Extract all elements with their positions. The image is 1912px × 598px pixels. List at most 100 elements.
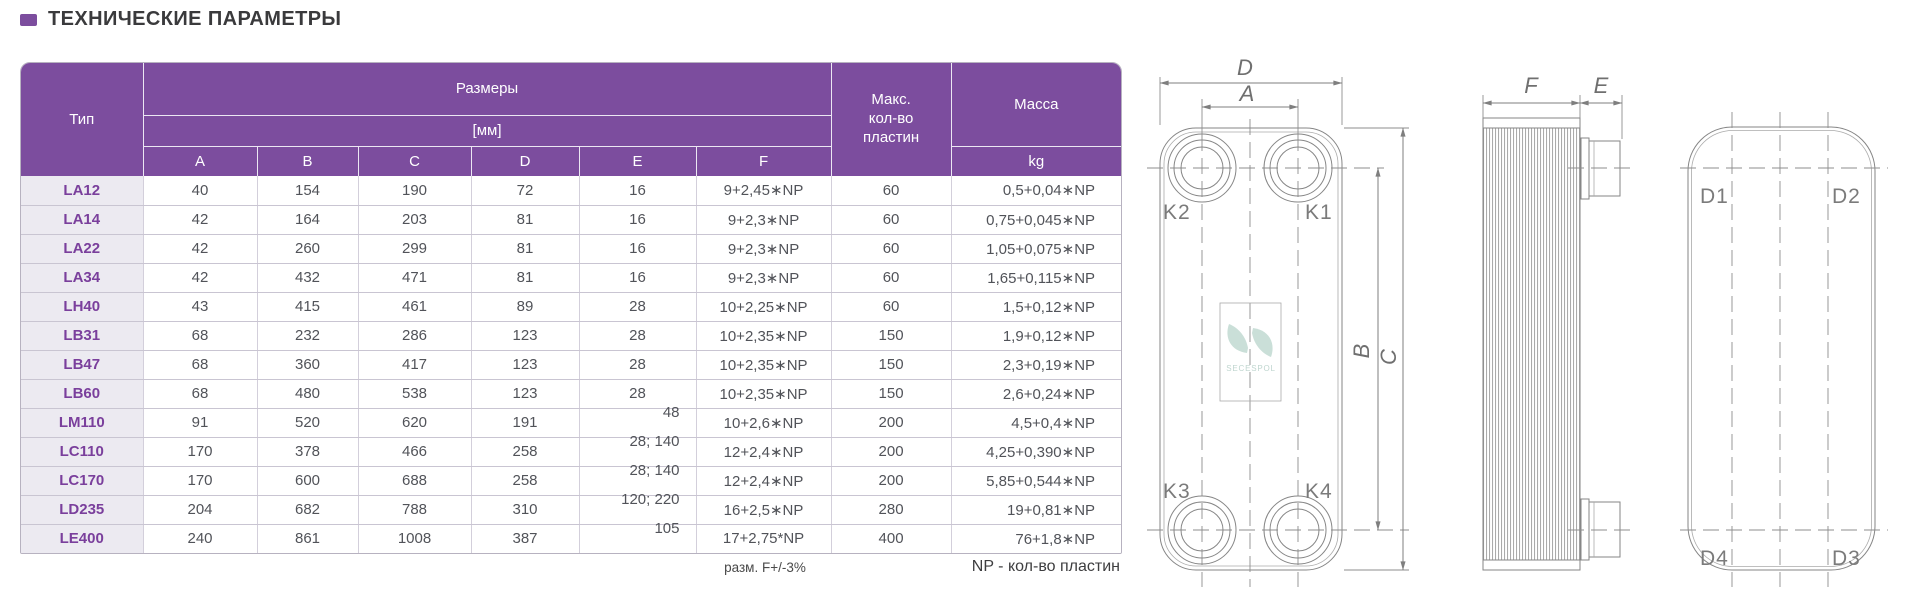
header-dimensions: Размеры (143, 63, 832, 116)
port-label-k1: K1 (1305, 201, 1333, 224)
table-row: LH40 43 415 461 89 28 10+2,25∗NP 60 1,5+0,12∗NP (21, 292, 1121, 322)
value-cell: 387 (471, 524, 580, 553)
value-cell: 19+0,81∗NP (951, 495, 1121, 525)
value-cell: 10+2,25∗NP (696, 292, 832, 322)
type-cell: LD235 (21, 495, 144, 525)
parameters-table-wrap: Тип Размеры Макс. кол-во пластин Масса [… (20, 62, 1122, 554)
value-cell: 72 (471, 176, 580, 206)
value-cell: 81 (471, 234, 580, 264)
exchanger-body-inner-outline (1163, 131, 1339, 567)
table-row: LD235 204 682 788 310 120; 220 16+2,5∗NP 280 19+… (21, 491, 1121, 525)
value-cell: 471 (358, 263, 472, 293)
value-cell: 17+2,75*NP (696, 524, 832, 553)
value-cell: 150 (831, 379, 952, 409)
value-cell: 28 (579, 321, 697, 351)
value-cell: 310 (471, 495, 580, 525)
rear-body-inner-outline (1691, 130, 1872, 567)
type-cell: LH40 (21, 292, 144, 322)
value-cell: 81 (471, 263, 580, 293)
value-cell: 258 (471, 466, 580, 496)
value-cell: 42 (143, 234, 258, 264)
table-row: LC110 170 378 466 258 28; 140 12+2,4∗NP 200 4,25… (21, 433, 1121, 467)
watermark-text: SECESPOL (1226, 364, 1276, 373)
value-cell: 232 (257, 321, 359, 351)
value-cell: 0,5+0,04∗NP (951, 176, 1121, 206)
value-cell: 5,85+0,544∗NP (951, 466, 1121, 496)
value-cell: 42 (143, 263, 258, 293)
header-mass: Масса (951, 63, 1121, 147)
value-cell: 9+2,3∗NP (696, 263, 832, 293)
table-row: LC170 170 600 688 258 28; 140 12+2,4∗NP 200 5,85… (21, 462, 1121, 496)
dim-label-c: C (1376, 349, 1401, 365)
table-row: LA22 42 260 299 81 16 9+2,3∗NP 60 1,05+0,075∗NP (21, 234, 1121, 264)
value-cell: 417 (358, 350, 472, 380)
value-cell: 42 (143, 205, 258, 235)
table-row: LB60 68 480 538 123 28 10+2,35∗NP 150 2,6+0,24∗N… (21, 379, 1121, 409)
value-cell: 240 (143, 524, 258, 553)
table-row: LB47 68 360 417 123 28 10+2,35∗NP 150 2,3+0,19∗N… (21, 350, 1121, 380)
header-col-b: B (257, 146, 359, 176)
type-cell: LE400 (21, 524, 144, 553)
value-cell: 43 (143, 292, 258, 322)
table-row: LA12 40 154 190 72 16 9+2,45∗NP 60 0,5+0,04∗NP (21, 176, 1121, 206)
header-max-plates: Макс. кол-во пластин (831, 63, 952, 176)
value-cell: 28 (579, 350, 697, 380)
value-cell: 200 (831, 466, 952, 496)
value-cell: 16 (579, 205, 697, 235)
table-row: LM110 91 520 620 191 48 10+2,6∗NP 200 4,5+0,4∗NP (21, 404, 1121, 438)
value-cell: 2,3+0,19∗NP (951, 350, 1121, 380)
header-col-a: A (143, 146, 258, 176)
footnote-np-legend: NP - кол-во пластин (971, 558, 1120, 575)
bottom-connector (1580, 498, 1621, 561)
footnote-dimension-tolerance: разм. F+/-3% (724, 560, 806, 575)
value-cell: 682 (257, 495, 359, 525)
value-cell: 538 (358, 379, 472, 409)
header-col-c: C (358, 146, 472, 176)
value-cell: 620 (358, 408, 472, 438)
value-cell: 400 (831, 524, 952, 553)
dim-label-f: F (1524, 73, 1539, 98)
header-mass-unit: kg (951, 146, 1121, 176)
table-row: LA34 42 432 471 81 16 9+2,3∗NP 60 1,65+0,115∗NP (21, 263, 1121, 293)
value-cell: 154 (257, 176, 359, 206)
value-cell: 28; 140 (579, 433, 697, 467)
value-cell: 12+2,4∗NP (696, 466, 832, 496)
table-row: LA14 42 164 203 81 16 9+2,3∗NP 60 0,75+0,045∗NP (21, 205, 1121, 235)
value-cell: 170 (143, 466, 258, 496)
value-cell: 105 (579, 520, 697, 553)
value-cell: 150 (831, 321, 952, 351)
header-type: Тип (21, 63, 144, 176)
value-cell: 688 (358, 466, 472, 496)
value-cell: 280 (831, 495, 952, 525)
port-label-k3: K3 (1163, 480, 1191, 503)
value-cell: 60 (831, 234, 952, 264)
value-cell: 123 (471, 321, 580, 351)
type-cell: LB60 (21, 379, 144, 409)
port-label-k2: K2 (1163, 201, 1191, 224)
value-cell: 9+2,3∗NP (696, 205, 832, 235)
value-cell: 600 (257, 466, 359, 496)
dim-label-a: A (1238, 81, 1255, 106)
dim-label-d: D (1237, 55, 1253, 80)
value-cell: 16 (579, 263, 697, 293)
value-cell: 16 (579, 234, 697, 264)
value-cell: 164 (257, 205, 359, 235)
value-cell: 1,9+0,12∗NP (951, 321, 1121, 351)
value-cell: 286 (358, 321, 472, 351)
type-cell: LM110 (21, 408, 144, 438)
value-cell: 200 (831, 408, 952, 438)
exchanger-body-outline (1159, 127, 1343, 571)
value-cell: 68 (143, 350, 258, 380)
value-cell: 258 (471, 437, 580, 467)
header-unit: [мм] (143, 115, 832, 147)
value-cell: 190 (358, 176, 472, 206)
port-label-d1: D1 (1700, 185, 1729, 208)
value-cell: 1008 (358, 524, 472, 553)
value-cell: 520 (257, 408, 359, 438)
value-cell: 10+2,35∗NP (696, 350, 832, 380)
value-cell: 16+2,5∗NP (696, 495, 832, 525)
value-cell: 28 (579, 379, 697, 409)
value-cell: 788 (358, 495, 472, 525)
table-body: LA12 40 154 190 72 16 9+2,45∗NP 60 0,5+0,04∗NP LA… (21, 176, 1121, 553)
